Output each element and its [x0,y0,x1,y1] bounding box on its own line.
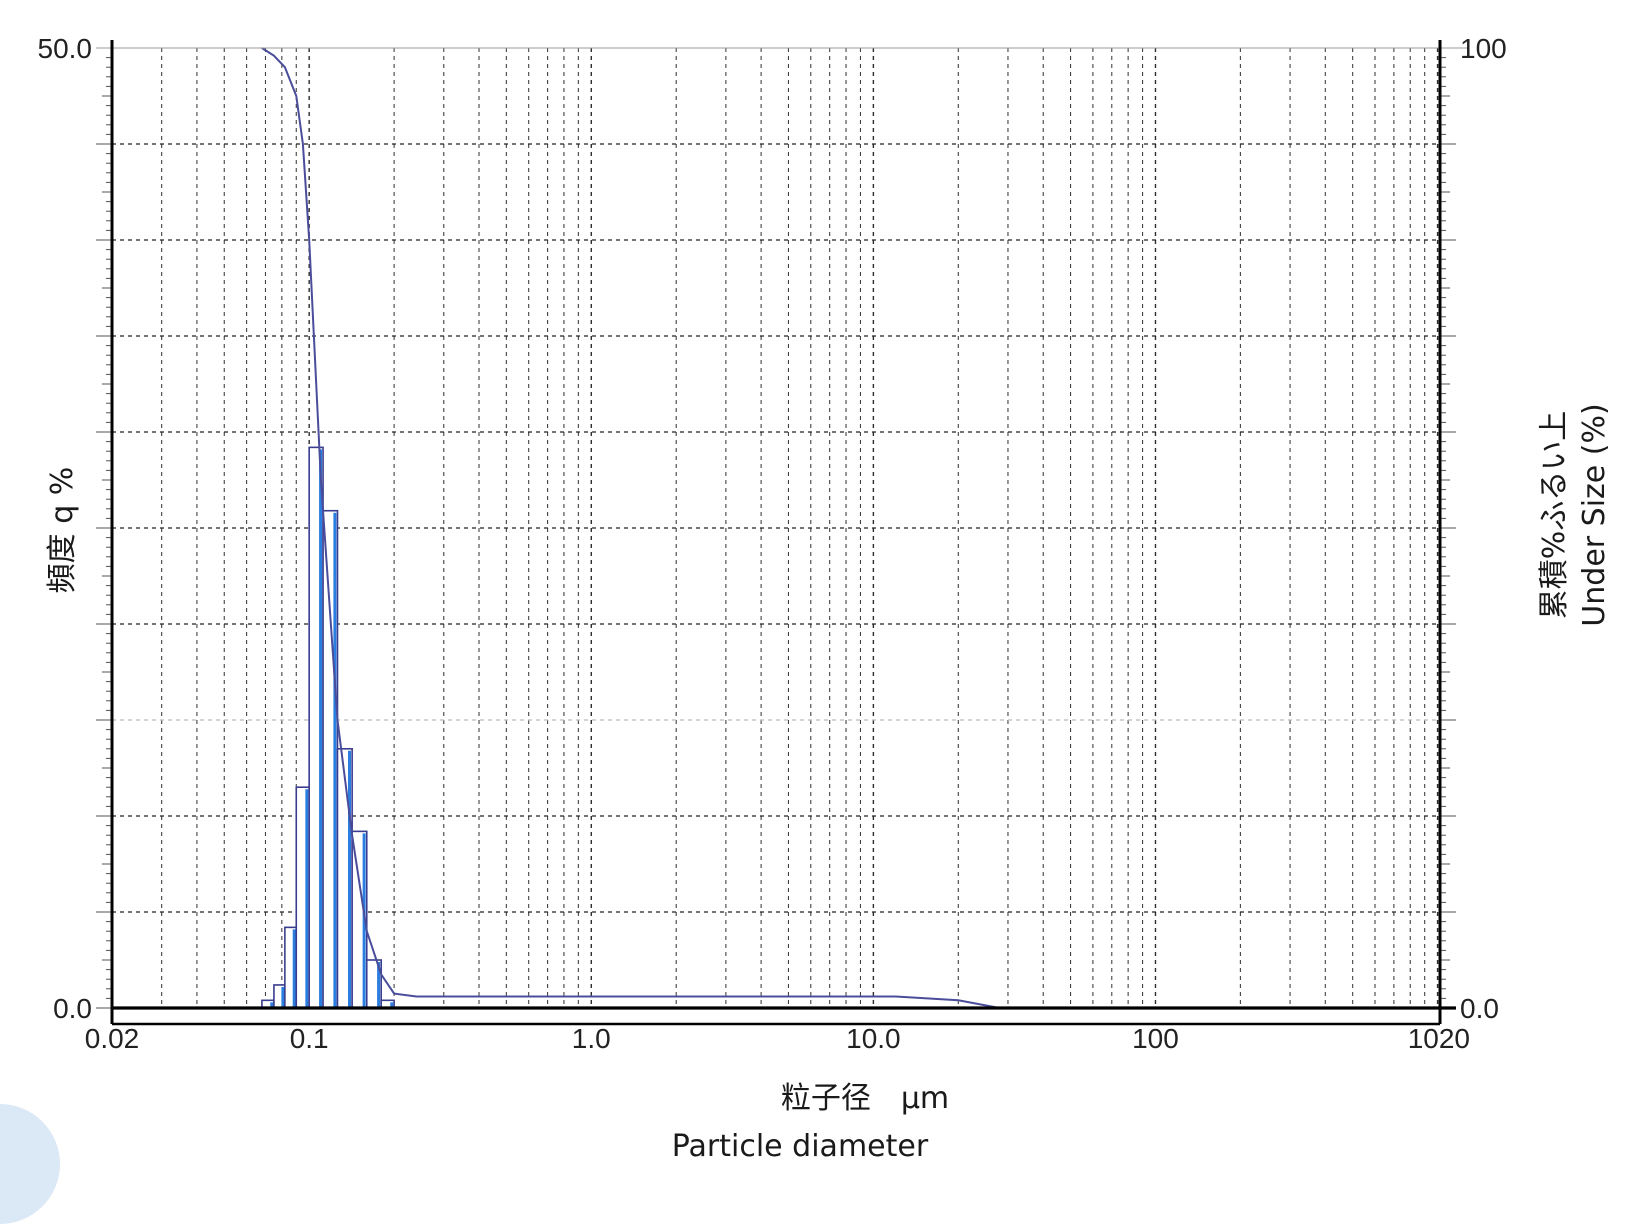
y-right-tick-label: 0.0 [1460,993,1499,1024]
x-tick-label: 100 [1132,1023,1179,1054]
histogram-bars [261,446,395,1009]
x-axis-title: 粒子径 μm [781,1081,949,1116]
grid [112,48,1440,1008]
y-axis-left-title: 頻度 q % [45,467,80,594]
y-left-tick-label: 0.0 [53,993,92,1024]
y-left-tick-label: 50.0 [38,33,93,64]
x-axis-title-en: Particle diameter [672,1129,929,1164]
x-tick-label: 0.1 [290,1023,329,1054]
y-axis-right-title-en: Under Size (%) [1577,403,1612,626]
cumulative-curve [261,47,1000,1009]
x-tick-label: 10.0 [846,1023,901,1054]
cumulative-under-size-line [261,47,1000,1009]
tick-labels: 0.02 0.1 1.0 10.0 100 1020 50.0 0.0 100 0.0 [38,33,1507,1054]
y-right-tick-label: 100 [1460,33,1507,64]
y-axis-right-title: 累積%ふるい上 [1537,411,1572,620]
x-tick-label: 1.0 [572,1023,611,1054]
axes [96,40,1468,1026]
x-tick-label: 0.02 [85,1023,140,1054]
particle-size-chart: 0.02 0.1 1.0 10.0 100 1020 50.0 0.0 100 0.0 頻度 q … [38,33,1613,1164]
x-tick-label: 1020 [1408,1023,1470,1054]
